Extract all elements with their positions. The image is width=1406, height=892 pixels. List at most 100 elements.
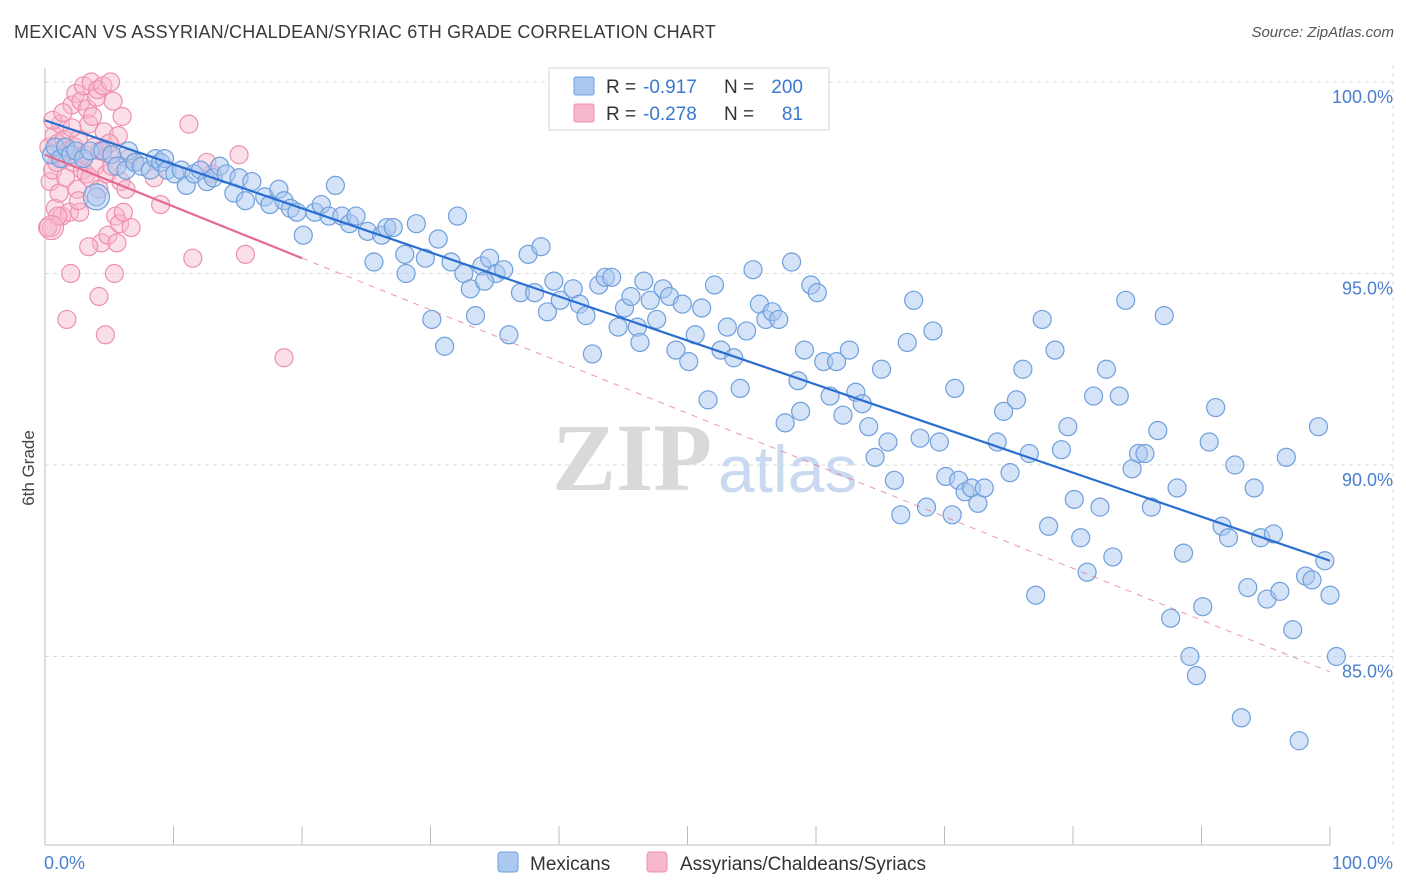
point-mexicans-188 (1283, 620, 1303, 640)
legend-n-label-1: N = (724, 77, 754, 98)
point-mexicans-193 (1315, 551, 1335, 571)
point-mexicans-186 (1270, 581, 1290, 601)
point-mexicans-79 (576, 306, 596, 326)
chart-title: MEXICAN VS ASSYRIAN/CHALDEAN/SYRIAC 6TH … (14, 22, 717, 42)
point-mexicans-142 (987, 432, 1007, 452)
point-mexicans-195 (1326, 646, 1347, 667)
point-mexicans-181 (1238, 577, 1258, 598)
point-mexicans-146 (1013, 359, 1033, 379)
point-mexicans-59 (435, 336, 455, 356)
watermark-zip: ZIP (552, 404, 712, 511)
point-mexicans-95 (679, 351, 699, 372)
point-mexicans-170 (1167, 478, 1187, 498)
point-mexicans-73 (531, 237, 551, 257)
point-mexicans-113 (794, 340, 815, 360)
point-assyrians-13 (55, 168, 76, 188)
point-assyrians-71 (274, 348, 294, 368)
point-mexicans-74 (537, 302, 558, 322)
point-mexicans-44 (325, 175, 346, 196)
point-assyrians-14 (57, 309, 77, 330)
point-mexicans-69 (499, 325, 519, 345)
point-mexicans-127 (884, 470, 904, 490)
point-mexicans-119 (833, 405, 853, 425)
point-mexicans-157 (1083, 386, 1104, 406)
bottom-legend-swatch-mexicans (497, 851, 519, 873)
point-assyrians-76 (62, 118, 82, 138)
point-assyrians-69 (229, 145, 249, 165)
x-tick-label-max: 100.0% (1332, 853, 1393, 873)
chart-source: Source: ZipAtlas.com (1251, 24, 1394, 41)
point-mexicans-61 (447, 206, 468, 226)
point-mexicans-89 (640, 290, 660, 310)
point-mexicans-148 (1026, 585, 1046, 605)
point-mexicans-196 (474, 271, 495, 291)
point-mexicans-130 (904, 290, 924, 310)
point-mexicans-83 (602, 267, 622, 287)
point-mexicans-156 (1077, 562, 1097, 582)
point-mexicans-111 (781, 252, 802, 272)
point-mexicans-57 (422, 309, 442, 330)
legend-n-value-1: 200 (771, 77, 803, 98)
point-assyrians-57 (112, 106, 132, 127)
point-assyrians-53 (107, 233, 127, 253)
axes-layer: 85.0% 90.0% 95.0% 100.0% (44, 68, 1393, 846)
series-assyrians-points (37, 72, 294, 368)
point-mexicans-187 (1276, 447, 1296, 467)
legend-r-label-1: R = (606, 77, 636, 98)
point-mexicans-large (82, 183, 111, 211)
point-assyrians-55 (109, 214, 130, 234)
point-mexicans-180 (1231, 708, 1251, 728)
point-mexicans-75 (544, 271, 564, 291)
point-mexicans-55 (406, 214, 426, 234)
point-assyrians-25 (71, 91, 91, 111)
point-mexicans-192 (1308, 417, 1329, 437)
point-assyrians-78 (79, 237, 99, 257)
point-assyrians-75 (53, 103, 73, 123)
point-mexicans-124 (865, 447, 885, 467)
point-mexicans-90 (647, 309, 667, 330)
point-mexicans-160 (1103, 547, 1123, 567)
point-mexicans-84 (608, 317, 628, 337)
point-assyrians-5 (45, 198, 65, 218)
point-mexicans-179 (1225, 455, 1245, 475)
point-mexicans-150 (1038, 516, 1059, 536)
point-assyrians-51 (104, 263, 124, 284)
bottom-legend-assyrians: Assyrians/Chaldeans/Syriacs (680, 854, 926, 875)
point-mexicans-72 (524, 283, 545, 303)
point-mexicans-120 (839, 340, 860, 360)
y-axis-title: 6th Grade (19, 430, 38, 506)
point-mexicans-32 (235, 191, 256, 211)
point-mexicans-105 (743, 260, 763, 280)
point-mexicans-191 (1302, 570, 1322, 590)
point-mexicans-153 (1058, 417, 1078, 437)
point-mexicans-64 (465, 306, 486, 326)
point-assyrians-44 (95, 325, 115, 345)
point-assyrians-58 (113, 202, 133, 222)
point-mexicans-110 (775, 413, 795, 433)
point-mexicans-54 (396, 263, 416, 284)
trend-assyrians-extension (301, 257, 1331, 673)
point-mexicans-134 (929, 432, 949, 452)
point-mexicans-166 (1141, 497, 1161, 517)
point-assyrians-65 (179, 114, 199, 134)
point-mexicans-168 (1154, 306, 1174, 326)
point-assyrians-48 (100, 72, 121, 92)
point-mexicans-143 (994, 401, 1014, 421)
point-mexicans-171 (1173, 543, 1194, 563)
point-mexicans-133 (923, 321, 943, 341)
point-mexicans-144 (1000, 463, 1020, 483)
point-mexicans-165 (1135, 443, 1155, 464)
point-mexicans-175 (1199, 432, 1219, 452)
point-mexicans-185 (1263, 524, 1284, 544)
point-mexicans-141 (974, 478, 994, 498)
point-mexicans-182 (1244, 478, 1264, 498)
point-assyrians-large (38, 214, 65, 241)
point-mexicans-161 (1109, 386, 1129, 406)
bottom-legend-swatch-assyrians (646, 851, 668, 873)
point-mexicans-102 (724, 348, 744, 368)
point-mexicans-118 (826, 351, 847, 372)
point-mexicans-109 (769, 309, 789, 330)
point-mexicans-47 (346, 206, 366, 226)
point-mexicans-189 (1289, 731, 1309, 751)
